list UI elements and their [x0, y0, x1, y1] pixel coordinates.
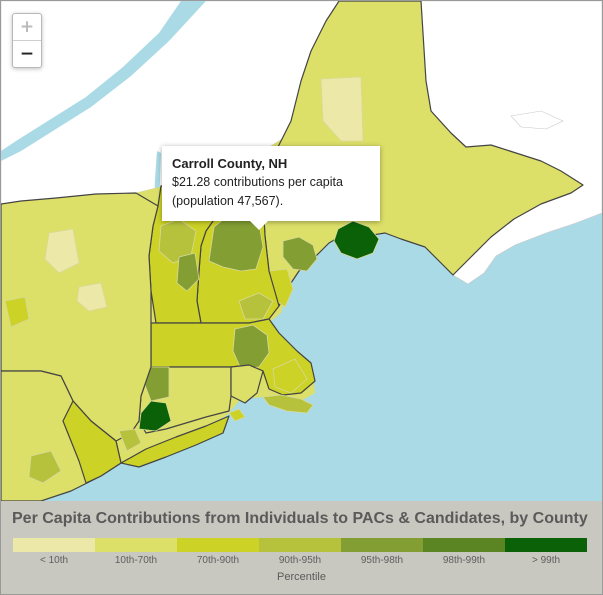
legend-swatch-4 — [259, 538, 341, 552]
tooltip-contributions: $21.28 contributions per capita — [172, 175, 343, 189]
tooltip-population: (population 47,567). — [172, 194, 284, 208]
essex-county-ny[interactable] — [76, 282, 108, 312]
fairfield-county-ct[interactable] — [138, 400, 172, 432]
legend-axis-label: Percentile — [277, 571, 326, 583]
pei — [510, 110, 564, 130]
legend-labels: < 10th 10th-70th 70th-90th 90th-95th 95t… — [13, 555, 587, 566]
legend-swatch-3 — [177, 538, 259, 552]
middlesex-county-ma[interactable] — [232, 324, 270, 370]
washington-county-me[interactable] — [333, 220, 380, 260]
lehigh-county-pa[interactable] — [28, 450, 62, 484]
nyc-area[interactable] — [118, 428, 142, 452]
legend-swatch-7 — [505, 538, 587, 552]
legend-label-3: 70th-90th — [196, 555, 240, 566]
legend-label-7: > 99th — [531, 555, 561, 566]
legend-label-2: 10th-70th — [114, 555, 158, 566]
windham-county-vt[interactable] — [176, 252, 200, 292]
legend-swatch-6 — [423, 538, 505, 552]
choropleth-map[interactable] — [1, 1, 602, 501]
marthas-vineyard[interactable] — [228, 408, 246, 422]
cumberland-county-me[interactable] — [282, 236, 318, 272]
zoom-control: + − — [12, 13, 42, 68]
zoom-out-button[interactable]: − — [13, 40, 41, 67]
legend-panel: Per Capita Contributions from Individual… — [1, 501, 602, 594]
legend-swatch-5 — [341, 538, 423, 552]
rhode-island-state[interactable] — [230, 364, 264, 404]
erie-county-ny[interactable] — [4, 296, 30, 328]
long-island[interactable] — [120, 415, 230, 468]
zoom-in-button[interactable]: + — [19, 17, 35, 37]
legend-label-6: 98th-99th — [442, 555, 486, 566]
legend-label-1: < 10th — [39, 555, 69, 566]
adirondacks-ny[interactable] — [44, 228, 80, 274]
legend-label-5: 95th-98th — [360, 555, 404, 566]
new-jersey-state[interactable] — [62, 400, 122, 484]
legend-swatch-1 — [13, 538, 95, 552]
county-tooltip: Carroll County, NH $21.28 contributions … — [162, 146, 380, 230]
tooltip-title: Carroll County, NH — [172, 156, 288, 171]
barnstable-county-ma[interactable] — [262, 394, 314, 414]
st-lawrence-river — [1, 1, 206, 161]
piscataquis-county[interactable] — [320, 76, 364, 142]
plymouth-county-ma[interactable] — [272, 358, 308, 394]
legend-swatches — [13, 538, 587, 552]
grafton-county-nh[interactable] — [238, 292, 274, 320]
legend-title: Per Capita Contributions from Individual… — [12, 510, 588, 527]
legend-label-4: 90th-95th — [278, 555, 322, 566]
legend-swatch-2 — [95, 538, 177, 552]
